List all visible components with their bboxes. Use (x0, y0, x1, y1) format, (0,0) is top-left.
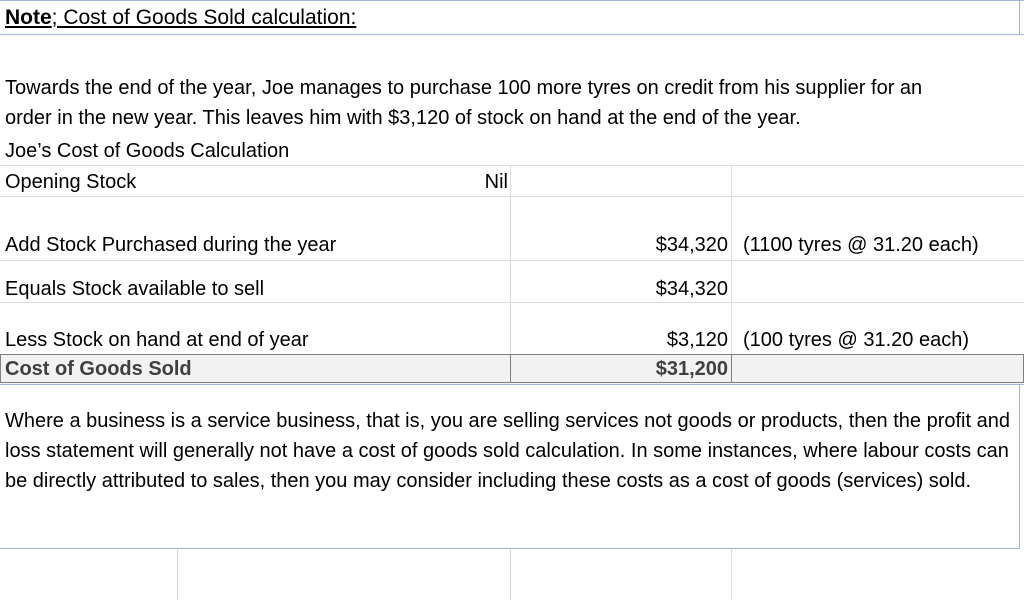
note-label: Note (5, 6, 52, 29)
grid-column-line (731, 165, 732, 354)
paragraph-border-bottom (0, 548, 1020, 549)
table-heading[interactable]: Joe’s Cost of Goods Calculation (5, 140, 290, 162)
grid-line (0, 165, 1024, 166)
service-business-paragraph[interactable]: Where a business is a service business, … (5, 410, 1010, 492)
note-title[interactable]: Note; Cost of Goods Sold calculation: (5, 3, 356, 33)
intro-line-2[interactable]: order in the new year. This leaves him w… (5, 107, 801, 129)
note-title-rest: ; Cost of Goods Sold calculation: (51, 6, 357, 29)
grid-column-line (510, 165, 511, 354)
intro-line-1[interactable]: Towards the end of the year, Joe manages… (5, 77, 923, 99)
grid-column-line (177, 549, 178, 600)
paragraph-border-right (1019, 384, 1020, 548)
stock-purchased-value[interactable]: $34,320 (655, 234, 728, 256)
cogs-note-cell (731, 354, 1024, 383)
cogs-row (0, 354, 1024, 384)
grid-column-line (510, 549, 511, 600)
closing-stock-note[interactable]: (100 tyres @ 31.20 each) (743, 329, 969, 351)
cogs-value[interactable]: $31,200 (655, 358, 728, 380)
paragraph-border-top (0, 384, 1024, 385)
grid-line (0, 302, 1024, 303)
stock-available-value[interactable]: $34,320 (655, 278, 728, 300)
opening-stock-label[interactable]: Opening Stock (5, 171, 137, 193)
grid-line (0, 260, 1024, 261)
note-border-right (1019, 0, 1020, 35)
opening-stock-value[interactable]: Nil (484, 171, 508, 193)
note-border-top (0, 0, 1024, 1)
grid-column-line (731, 549, 732, 600)
stock-available-label[interactable]: Equals Stock available to sell (5, 278, 265, 300)
closing-stock-label[interactable]: Less Stock on hand at end of year (5, 329, 309, 351)
closing-stock-value[interactable]: $3,120 (666, 329, 728, 351)
stock-purchased-label[interactable]: Add Stock Purchased during the year (5, 234, 337, 256)
grid-line (0, 196, 1024, 197)
cogs-label[interactable]: Cost of Goods Sold (5, 358, 192, 380)
note-border-bottom (0, 34, 1024, 35)
stock-purchased-note[interactable]: (1100 tyres @ 31.20 each) (743, 234, 979, 256)
